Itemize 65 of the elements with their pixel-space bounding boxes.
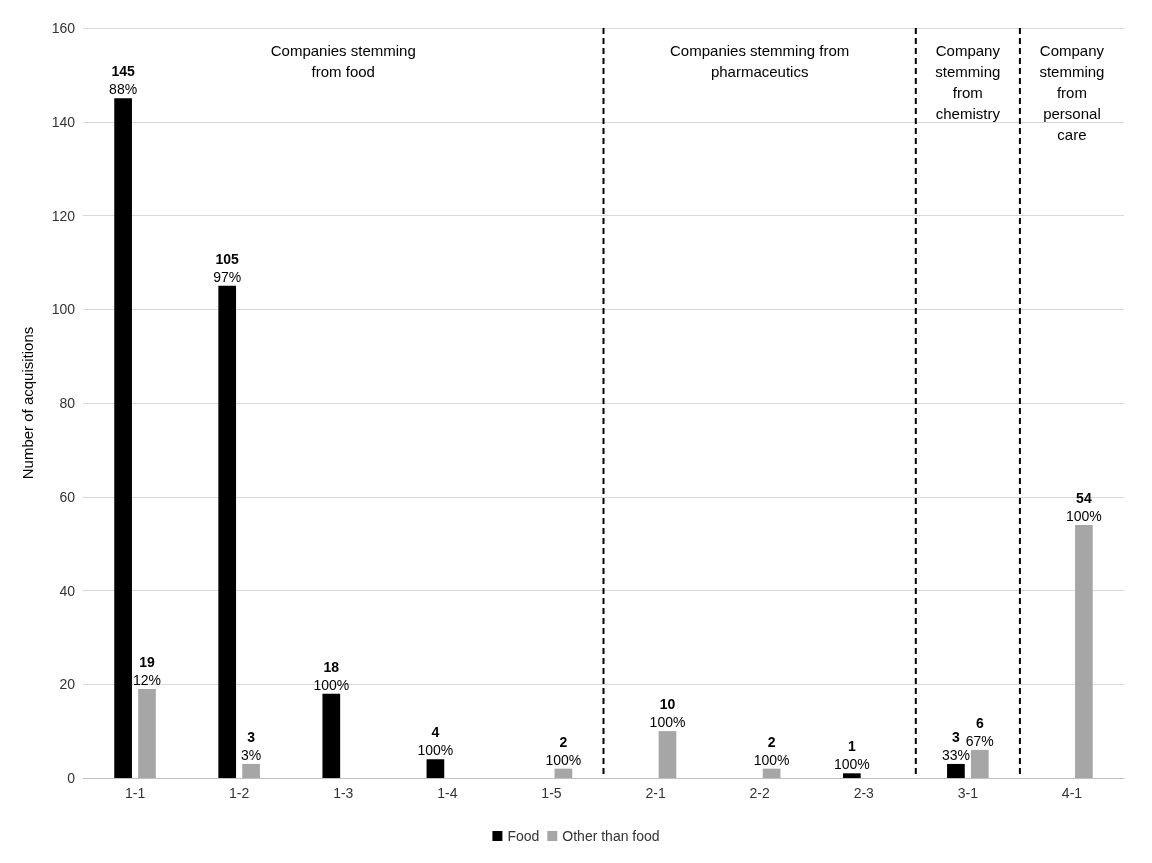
data-label: 3 <box>952 728 961 745</box>
annotation: 100% <box>833 756 870 773</box>
bar <box>114 98 132 778</box>
annotation: 67% <box>965 732 994 749</box>
bar <box>322 693 341 778</box>
annotation: 100% <box>1065 507 1102 524</box>
x-tick-label: 1-3 <box>333 785 354 801</box>
annotation: 100% <box>753 751 790 768</box>
annotation: 12% <box>132 671 162 688</box>
legend-label: Food <box>507 828 540 844</box>
y-tick-label: 0 <box>67 770 76 786</box>
data-label: 2 <box>767 733 776 750</box>
annotation: 3% <box>240 746 262 763</box>
y-tick-label: 100 <box>51 301 76 318</box>
data-label: 6 <box>975 714 984 731</box>
y-tick-label: 20 <box>59 676 76 693</box>
x-tick-label: 3-1 <box>957 785 979 801</box>
y-axis-title: Number of acquisitions <box>19 326 36 480</box>
data-label: 145 <box>111 63 135 80</box>
annotation: 100% <box>649 714 686 731</box>
annotation: 100% <box>313 676 350 693</box>
annotation: Companies stemming from food <box>270 42 416 80</box>
annotation: 97% <box>213 268 242 285</box>
x-tick-label: 2-2 <box>749 785 770 801</box>
x-tick-label: 1-2 <box>229 785 250 801</box>
bar <box>947 763 965 778</box>
annotation: 33% <box>941 746 970 763</box>
y-tick-label: 160 <box>51 20 76 36</box>
bar <box>762 768 781 778</box>
x-tick-label: 1-1 <box>124 785 146 801</box>
annotation: 88% <box>109 81 138 98</box>
annotation: 100% <box>545 751 582 768</box>
legend-label: Other than food <box>562 828 660 844</box>
annotation: 100% <box>417 742 454 759</box>
y-tick-label: 140 <box>51 113 76 130</box>
y-tick-label: 120 <box>51 207 76 224</box>
y-tick-label: 80 <box>59 395 76 411</box>
x-tick-label: 2-3 <box>853 785 875 801</box>
data-label: 4 <box>431 724 440 741</box>
data-label: 54 <box>1076 489 1092 506</box>
data-label: 19 <box>139 653 155 670</box>
x-tick-label: 2-1 <box>645 785 666 801</box>
bar <box>242 763 260 778</box>
data-label: 105 <box>215 250 240 267</box>
bar <box>842 773 861 778</box>
bar <box>1075 524 1093 778</box>
bar <box>138 688 156 778</box>
x-tick-label: 4-1 <box>1061 785 1083 801</box>
bar <box>658 731 677 778</box>
data-label: 3 <box>247 728 256 745</box>
data-label: 18 <box>323 658 340 675</box>
data-label: 2 <box>559 733 568 750</box>
bar <box>970 749 989 778</box>
annotation: Companies stemming from pharmaceutics <box>670 42 850 80</box>
x-tick-label: 1-4 <box>437 785 458 801</box>
annotation: Company stemming from chemistry <box>935 42 1001 122</box>
bar <box>218 285 237 778</box>
data-label: 10 <box>659 696 676 713</box>
y-tick-label: 40 <box>59 582 76 599</box>
bar <box>554 768 573 778</box>
bar <box>426 759 445 778</box>
data-label: 1 <box>847 738 856 755</box>
y-tick-label: 60 <box>59 488 76 505</box>
x-tick-label: 1-5 <box>541 785 562 801</box>
annotation: Company stemming from personal care <box>1039 42 1105 143</box>
